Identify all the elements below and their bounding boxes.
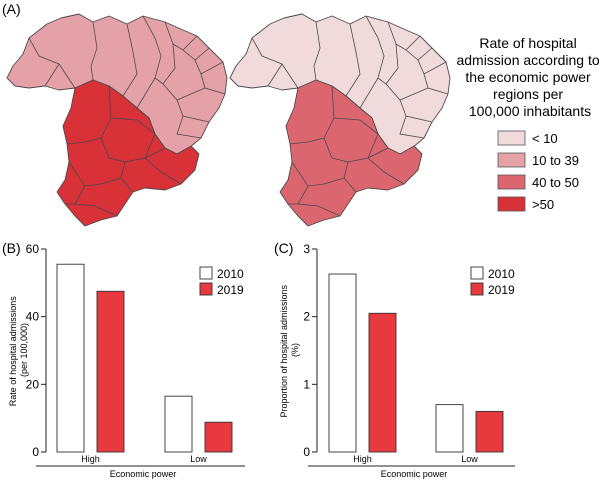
legend-swatch-lt10 (497, 130, 526, 146)
legend-title-line: admission according to (456, 52, 599, 68)
chart-b-y-axis-title: Rate of hospital admissions (per 100,000… (8, 294, 29, 407)
chart-c-category-label: High (353, 454, 372, 464)
chart-b-y-axis-title-line2: (per 100,000) (19, 323, 29, 377)
chart-b-y-tick-label: 40 (26, 310, 40, 324)
chart-c-legend-label-2010: 2010 (488, 267, 515, 281)
legend-title-line: Rate of hospital (479, 35, 576, 51)
legend-title-line: 100,000 inhabitants (469, 103, 591, 119)
chart-b-bar-high-2019 (96, 290, 125, 453)
chart-c-bar-high-2010 (328, 273, 357, 453)
chart-b-legend-label-2010: 2010 (217, 267, 244, 281)
brazil-map-2010 (6, 13, 228, 227)
brazil-map-2019 (229, 13, 451, 227)
legend-label-40-50: 40 to 50 (532, 175, 579, 190)
chart-c-y-tick-label: 0 (303, 445, 310, 459)
map-2019-central-south-region (279, 79, 423, 227)
chart-b-legend-swatch-2010 (199, 266, 213, 280)
legend-swatch-10-39 (497, 152, 526, 168)
chart-b-legend-swatch-2019 (199, 282, 213, 296)
legend-title-line: the economic power (465, 69, 591, 85)
chart-c-y-axis-title-line2: (%) (290, 343, 300, 357)
chart-c-y-tick-label: 1 (303, 377, 310, 391)
chart-b-y-axis-title-line1: Rate of hospital admissions (8, 296, 18, 407)
chart-b-category-label: Low (190, 454, 207, 464)
map-legend-title: Rate of hospital admission according to … (456, 35, 600, 119)
chart-c-y-tick-label: 3 (303, 242, 310, 256)
map-2010-central-south-region (56, 79, 200, 227)
chart-c-y-axis-title-line1: Proportion of hospital admissions (279, 284, 289, 417)
chart-c-category-label: Low (461, 454, 478, 464)
legend-label-lt10: < 10 (532, 131, 558, 146)
map-legend: Rate of hospital admission according to … (456, 35, 600, 212)
chart-b-category-label: High (81, 454, 100, 464)
chart-c-x-axis-title: Economic power (381, 469, 448, 479)
map-2019-state-borders (251, 15, 449, 217)
legend-label-gt50: >50 (532, 197, 554, 212)
chart-c-legend-swatch-2019 (470, 282, 484, 296)
chart-c-bar-low-2019 (475, 410, 504, 453)
panel-label-a: (A) (2, 1, 21, 17)
chart-c-y-axis-title: Proportion of hospital admissions (%) (279, 282, 300, 417)
panel-label-c: (C) (274, 240, 293, 256)
chart-b-y-tick-label: 20 (26, 377, 40, 391)
chart-b-bar-low-2010 (164, 395, 193, 453)
chart-b-x-axis-title: Economic power (110, 469, 177, 479)
chart-c-legend-swatch-2010 (470, 266, 484, 280)
chart-c-y-tick-label: 2 (303, 310, 310, 324)
chart-c-legend-label-2019: 2019 (488, 283, 515, 297)
legend-swatch-40-50 (497, 174, 526, 190)
chart-c: 0 1 2 3 High Low 2010 2019 (303, 242, 515, 467)
chart-b: 0 20 40 60 High Low 2010 2019 (26, 242, 245, 467)
chart-b-legend-label-2019: 2019 (217, 283, 244, 297)
legend-title-line: regions per (493, 86, 563, 102)
chart-b-y-tick-label: 0 (32, 445, 39, 459)
legend-swatch-gt50 (497, 196, 526, 212)
chart-b-bar-high-2010 (56, 263, 85, 453)
chart-c-bar-high-2019 (368, 312, 397, 453)
chart-b-bar-low-2019 (204, 421, 233, 453)
legend-label-10-39: 10 to 39 (532, 153, 579, 168)
chart-c-bar-low-2010 (435, 404, 464, 453)
panel-label-b: (B) (2, 240, 21, 256)
chart-b-y-tick-label: 60 (26, 242, 40, 256)
map-2010-state-borders (28, 15, 226, 217)
